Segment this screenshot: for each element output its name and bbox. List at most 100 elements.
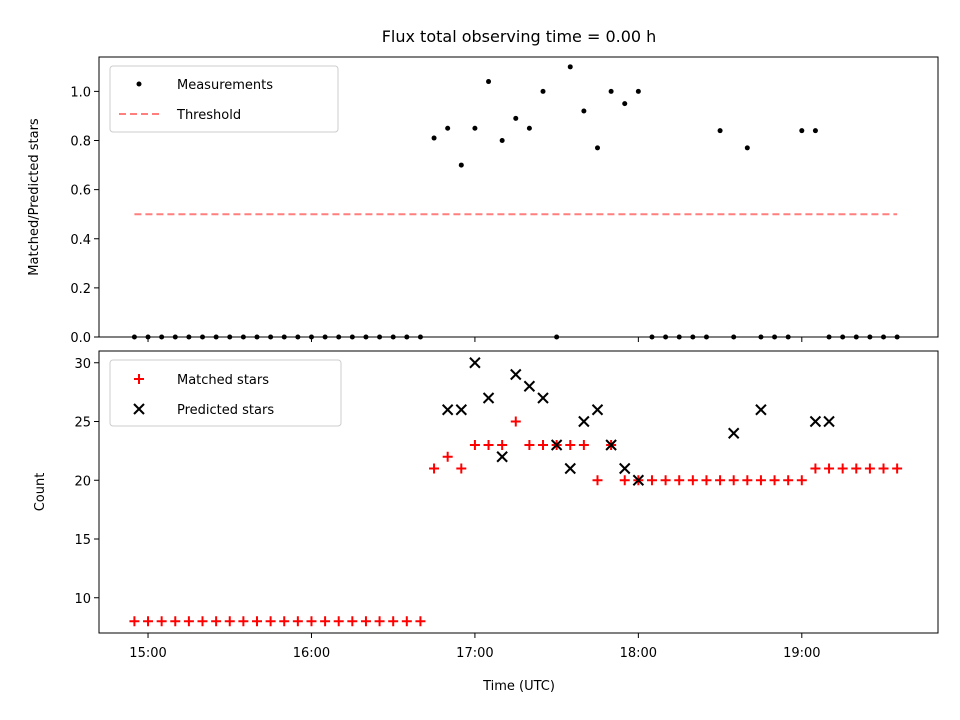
matched-star-point	[769, 475, 780, 486]
matched-star-point	[333, 616, 344, 627]
matched-star-point	[892, 463, 903, 474]
y-tick-label: 0.2	[70, 282, 91, 297]
measurement-point	[499, 138, 505, 144]
matched-star-point	[497, 440, 508, 450]
predicted-star-point	[455, 404, 468, 416]
legend-matched-label: Matched stars	[177, 373, 269, 388]
matched-star-point	[429, 463, 440, 474]
measurement-point	[540, 88, 546, 94]
predicted-star-point	[578, 415, 590, 428]
matched-star-point	[646, 475, 657, 486]
matched-star-point	[197, 616, 208, 627]
matched-star-point	[265, 616, 276, 627]
matched-star-point	[224, 616, 235, 627]
top-plot-marks	[131, 64, 900, 340]
matched-star-point	[129, 616, 140, 627]
legend-measurements-label: Measurements	[177, 78, 273, 93]
measurement-point	[458, 162, 464, 168]
x-tick-label: 16:00	[293, 646, 330, 661]
matched-star-point	[660, 475, 671, 486]
matched-star-point	[538, 440, 549, 450]
y-tick-label: 25	[74, 416, 91, 431]
bottom-x-ticks: 15:00 16:00 17:00 18:00 19:00	[129, 633, 821, 661]
predicted-star-point	[523, 380, 536, 392]
matched-star-point	[279, 616, 290, 627]
matched-star-point	[143, 616, 154, 627]
matched-star-point	[401, 616, 412, 627]
top-y-ticks: 0.0 0.2 0.4 0.6 0.8 1.0	[70, 85, 99, 346]
predicted-star-point	[550, 439, 563, 451]
matched-star-point	[374, 616, 385, 627]
y-tick-label: 15	[74, 533, 91, 548]
top-legend-box	[109, 65, 339, 133]
measurement-point	[513, 115, 519, 121]
bottom-plot-marks	[129, 357, 903, 627]
matched-star-point	[170, 616, 181, 627]
legend-measurements-marker	[136, 81, 142, 87]
matched-star-point	[183, 616, 194, 627]
predicted-star-point	[510, 368, 522, 381]
matched-star-point	[442, 451, 453, 462]
y-tick-label: 20	[74, 474, 91, 489]
bottom-legend-box	[109, 359, 342, 427]
measurement-point	[486, 79, 492, 85]
measurement-point	[744, 145, 750, 151]
matched-star-point	[360, 616, 371, 627]
matched-star-point	[851, 463, 862, 474]
y-tick-label: 0.6	[70, 184, 91, 199]
matched-star-point	[156, 616, 167, 627]
bottom-legend: Matched stars Predicted stars	[109, 359, 342, 427]
matched-star-point	[320, 616, 331, 627]
matched-star-point	[715, 475, 726, 486]
measurement-point	[445, 125, 451, 131]
matched-star-point	[783, 475, 794, 486]
x-tick-label: 15:00	[129, 646, 166, 661]
measurement-point	[799, 128, 805, 134]
matched-star-point	[810, 463, 821, 474]
y-tick-label: 30	[74, 357, 91, 372]
measurement-point	[812, 128, 818, 134]
matched-star-point	[592, 475, 603, 486]
x-tick-label: 19:00	[783, 646, 820, 661]
matched-star-point	[565, 440, 576, 450]
matched-star-point	[483, 440, 494, 450]
x-tick-label: 17:00	[456, 646, 493, 661]
matched-star-point	[619, 475, 630, 486]
legend-matched-marker	[134, 374, 144, 384]
predicted-star-point	[809, 415, 822, 428]
matched-star-point	[388, 616, 399, 627]
matched-star-point	[824, 463, 835, 474]
legend-predicted-label: Predicted stars	[177, 403, 274, 418]
matched-star-point	[524, 440, 535, 450]
top-x-ticks	[147, 337, 803, 342]
bottom-axes-frame	[98, 350, 939, 634]
y-tick-label: 0.4	[70, 233, 91, 248]
x-axis-label: Time (UTC)	[482, 679, 555, 694]
predicted-star-point	[755, 404, 767, 416]
predicted-star-point	[632, 474, 645, 486]
matched-star-point	[728, 475, 739, 486]
matched-star-point	[674, 475, 685, 486]
predicted-star-point	[441, 404, 454, 416]
legend-predicted-marker	[133, 403, 145, 415]
bottom-y-axis-label: Count	[33, 473, 48, 512]
matched-star-point	[687, 475, 698, 486]
predicted-star-point	[619, 462, 631, 475]
predicted-star-point	[469, 357, 481, 369]
matched-star-point	[578, 440, 589, 450]
y-tick-label: 1.0	[70, 85, 91, 100]
matched-star-point	[837, 463, 848, 474]
measurement-point	[594, 145, 600, 151]
matched-star-point	[864, 463, 875, 474]
y-tick-label: 0.8	[70, 135, 91, 150]
chart-title: Flux total observing time = 0.00 h	[382, 27, 657, 46]
matched-star-point	[306, 616, 317, 627]
matched-star-point	[469, 440, 480, 450]
matched-star-point	[415, 616, 426, 627]
measurement-point	[567, 64, 573, 70]
predicted-star-point	[564, 462, 576, 475]
measurement-point	[472, 125, 478, 131]
measurement-point	[581, 108, 587, 114]
legend-threshold-label: Threshold	[176, 108, 241, 123]
predicted-star-point	[482, 392, 495, 404]
